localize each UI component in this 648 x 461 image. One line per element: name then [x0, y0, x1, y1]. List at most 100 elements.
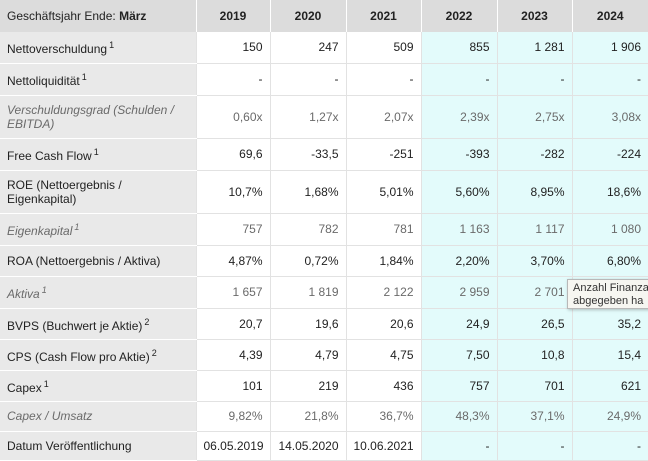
cell-value: - — [420, 431, 497, 461]
cell-value: 2 959 — [420, 276, 497, 309]
tooltip: Anzahl Finanza abgegeben ha — [567, 279, 648, 309]
row-label-text: Nettoverschuldung — [7, 42, 108, 57]
row-label: Free Cash Flow 1 — [0, 138, 196, 171]
year-header: 2020 — [269, 0, 346, 32]
table-row: ROA (Nettoergebnis / Aktiva) 4,87% 0,72% 1,… — [0, 245, 648, 277]
cell-value: 69,6 — [195, 138, 270, 171]
row-label: Nettoverschuldung 1 — [0, 32, 196, 64]
cell-value: 150 — [195, 32, 270, 64]
cell-value: 247 — [269, 32, 346, 64]
cell-value: -282 — [496, 138, 572, 171]
cell-value: 2 701 — [496, 276, 572, 309]
footnote: 2 — [144, 316, 150, 327]
row-label: BVPS (Buchwert je Aktie) 2 — [0, 308, 196, 340]
cell-value: 781 — [345, 213, 421, 246]
cell-value: -251 — [345, 138, 421, 171]
cell-value: 5,60% — [420, 170, 497, 214]
table-row: Datum Veröffentlichung 06.05.2019 14.05.20… — [0, 431, 648, 461]
cell-value: 2,39x — [420, 95, 497, 139]
cell-value: 48,3% — [420, 401, 497, 432]
cell-value: 1,68% — [269, 170, 346, 214]
year-header: 2019 — [195, 0, 270, 32]
cell-value: - — [420, 63, 497, 96]
cell-value: 4,39 — [195, 339, 270, 371]
row-label-text: Capex — [7, 380, 42, 395]
footnote: 1 — [74, 222, 80, 232]
cell-value: 35,2 — [571, 308, 648, 340]
table-row: CPS (Cash Flow pro Aktie) 2 4,39 4,79 4,75 7,… — [0, 339, 648, 371]
cell-value: 37,1% — [496, 401, 572, 432]
cell-value: - — [269, 63, 346, 96]
cell-value: - — [496, 431, 572, 461]
year-header: 2022 — [420, 0, 497, 32]
cell-value: 219 — [269, 370, 346, 402]
cell-value: 1 819 — [269, 276, 346, 309]
cell-value: 15,4 — [571, 339, 648, 371]
cell-value: 1 657 — [195, 276, 270, 309]
cell-value: 1,84% — [345, 245, 421, 277]
cell-value: 3,70% — [496, 245, 572, 277]
cell-value: - — [571, 431, 648, 461]
cell-value: 14.05.2020 — [269, 431, 346, 461]
cell-value: 4,75 — [345, 339, 421, 371]
cell-value: 436 — [345, 370, 421, 402]
fiscal-label: Geschäftsjahr Ende: — [7, 9, 116, 23]
footnote: 1 — [81, 72, 87, 82]
cell-value: 36,7% — [345, 401, 421, 432]
cell-value: -393 — [420, 138, 497, 171]
cell-value: 3,08x — [571, 95, 648, 139]
row-label-text: ROA (Nettoergebnis / Aktiva) — [7, 253, 161, 268]
row-label: Capex 1 — [0, 370, 196, 402]
row-label-text: Datum Veröffentlichung — [7, 438, 132, 453]
row-label: ROA (Nettoergebnis / Aktiva) — [0, 245, 196, 277]
cell-value: -224 — [571, 138, 648, 171]
footnote: 1 — [109, 40, 115, 51]
cell-value: 20,6 — [345, 308, 421, 340]
year-header: 2023 — [496, 0, 572, 32]
cell-value: - — [345, 63, 421, 96]
row-label-text: ROE (Nettoergebnis / Eigenkapital) — [7, 177, 122, 206]
cell-value: 855 — [420, 32, 497, 64]
table-row: ROE (Nettoergebnis / Eigenkapital) 10,7% 1… — [0, 170, 648, 214]
cell-value: 9,82% — [195, 401, 270, 432]
cell-value: 6,80% — [571, 245, 648, 277]
footnote: 2 — [151, 347, 157, 358]
cell-value: 10.06.2021 — [345, 431, 421, 461]
row-label-text: Verschuldungsgrad (Schulden / EBITDA) — [7, 102, 174, 131]
cell-value: 2,07x — [345, 95, 421, 139]
cell-value: 509 — [345, 32, 421, 64]
row-label: Nettoliquidität 1 — [0, 63, 196, 96]
row-label-text: BVPS (Buchwert je Aktie) — [7, 318, 143, 333]
cell-value: -33,5 — [269, 138, 346, 171]
cell-value: 1,27x — [269, 95, 346, 139]
cell-value: 0,60x — [195, 95, 270, 139]
cell-value: 18,6% — [571, 170, 648, 214]
row-label-text: Aktiva — [7, 287, 40, 301]
cell-value: 26,5 — [496, 308, 572, 340]
row-label: Aktiva 1 — [0, 276, 196, 309]
row-label: CPS (Cash Flow pro Aktie) 2 — [0, 339, 196, 371]
cell-value: 1 281 — [496, 32, 572, 64]
cell-value: 5,01% — [345, 170, 421, 214]
fiscal-month: März — [119, 9, 147, 23]
tooltip-line: Anzahl Finanza — [573, 282, 648, 294]
header-row: Geschäftsjahr Ende: März 2019 2020 2021 202… — [0, 0, 648, 32]
year-header: 2021 — [345, 0, 421, 32]
cell-value: 1 163 — [420, 213, 497, 246]
table-row: Verschuldungsgrad (Schulden / EBITDA) 0,6… — [0, 95, 648, 139]
header-label: Geschäftsjahr Ende: März — [0, 0, 196, 32]
cell-value: 757 — [420, 370, 497, 402]
cell-value: 782 — [269, 213, 346, 246]
row-label: ROE (Nettoergebnis / Eigenkapital) — [0, 170, 196, 214]
cell-value: - — [496, 63, 572, 96]
row-label-text: CPS (Cash Flow pro Aktie) — [7, 349, 150, 364]
table-row: BVPS (Buchwert je Aktie) 2 20,7 19,6 20,6 24,… — [0, 308, 648, 340]
year-header: 2024 — [571, 0, 648, 32]
cell-value: 701 — [496, 370, 572, 402]
cell-value: 24,9 — [420, 308, 497, 340]
cell-value: 2 122 — [345, 276, 421, 309]
cell-value: 2,75x — [496, 95, 572, 139]
row-label: Datum Veröffentlichung — [0, 431, 196, 461]
